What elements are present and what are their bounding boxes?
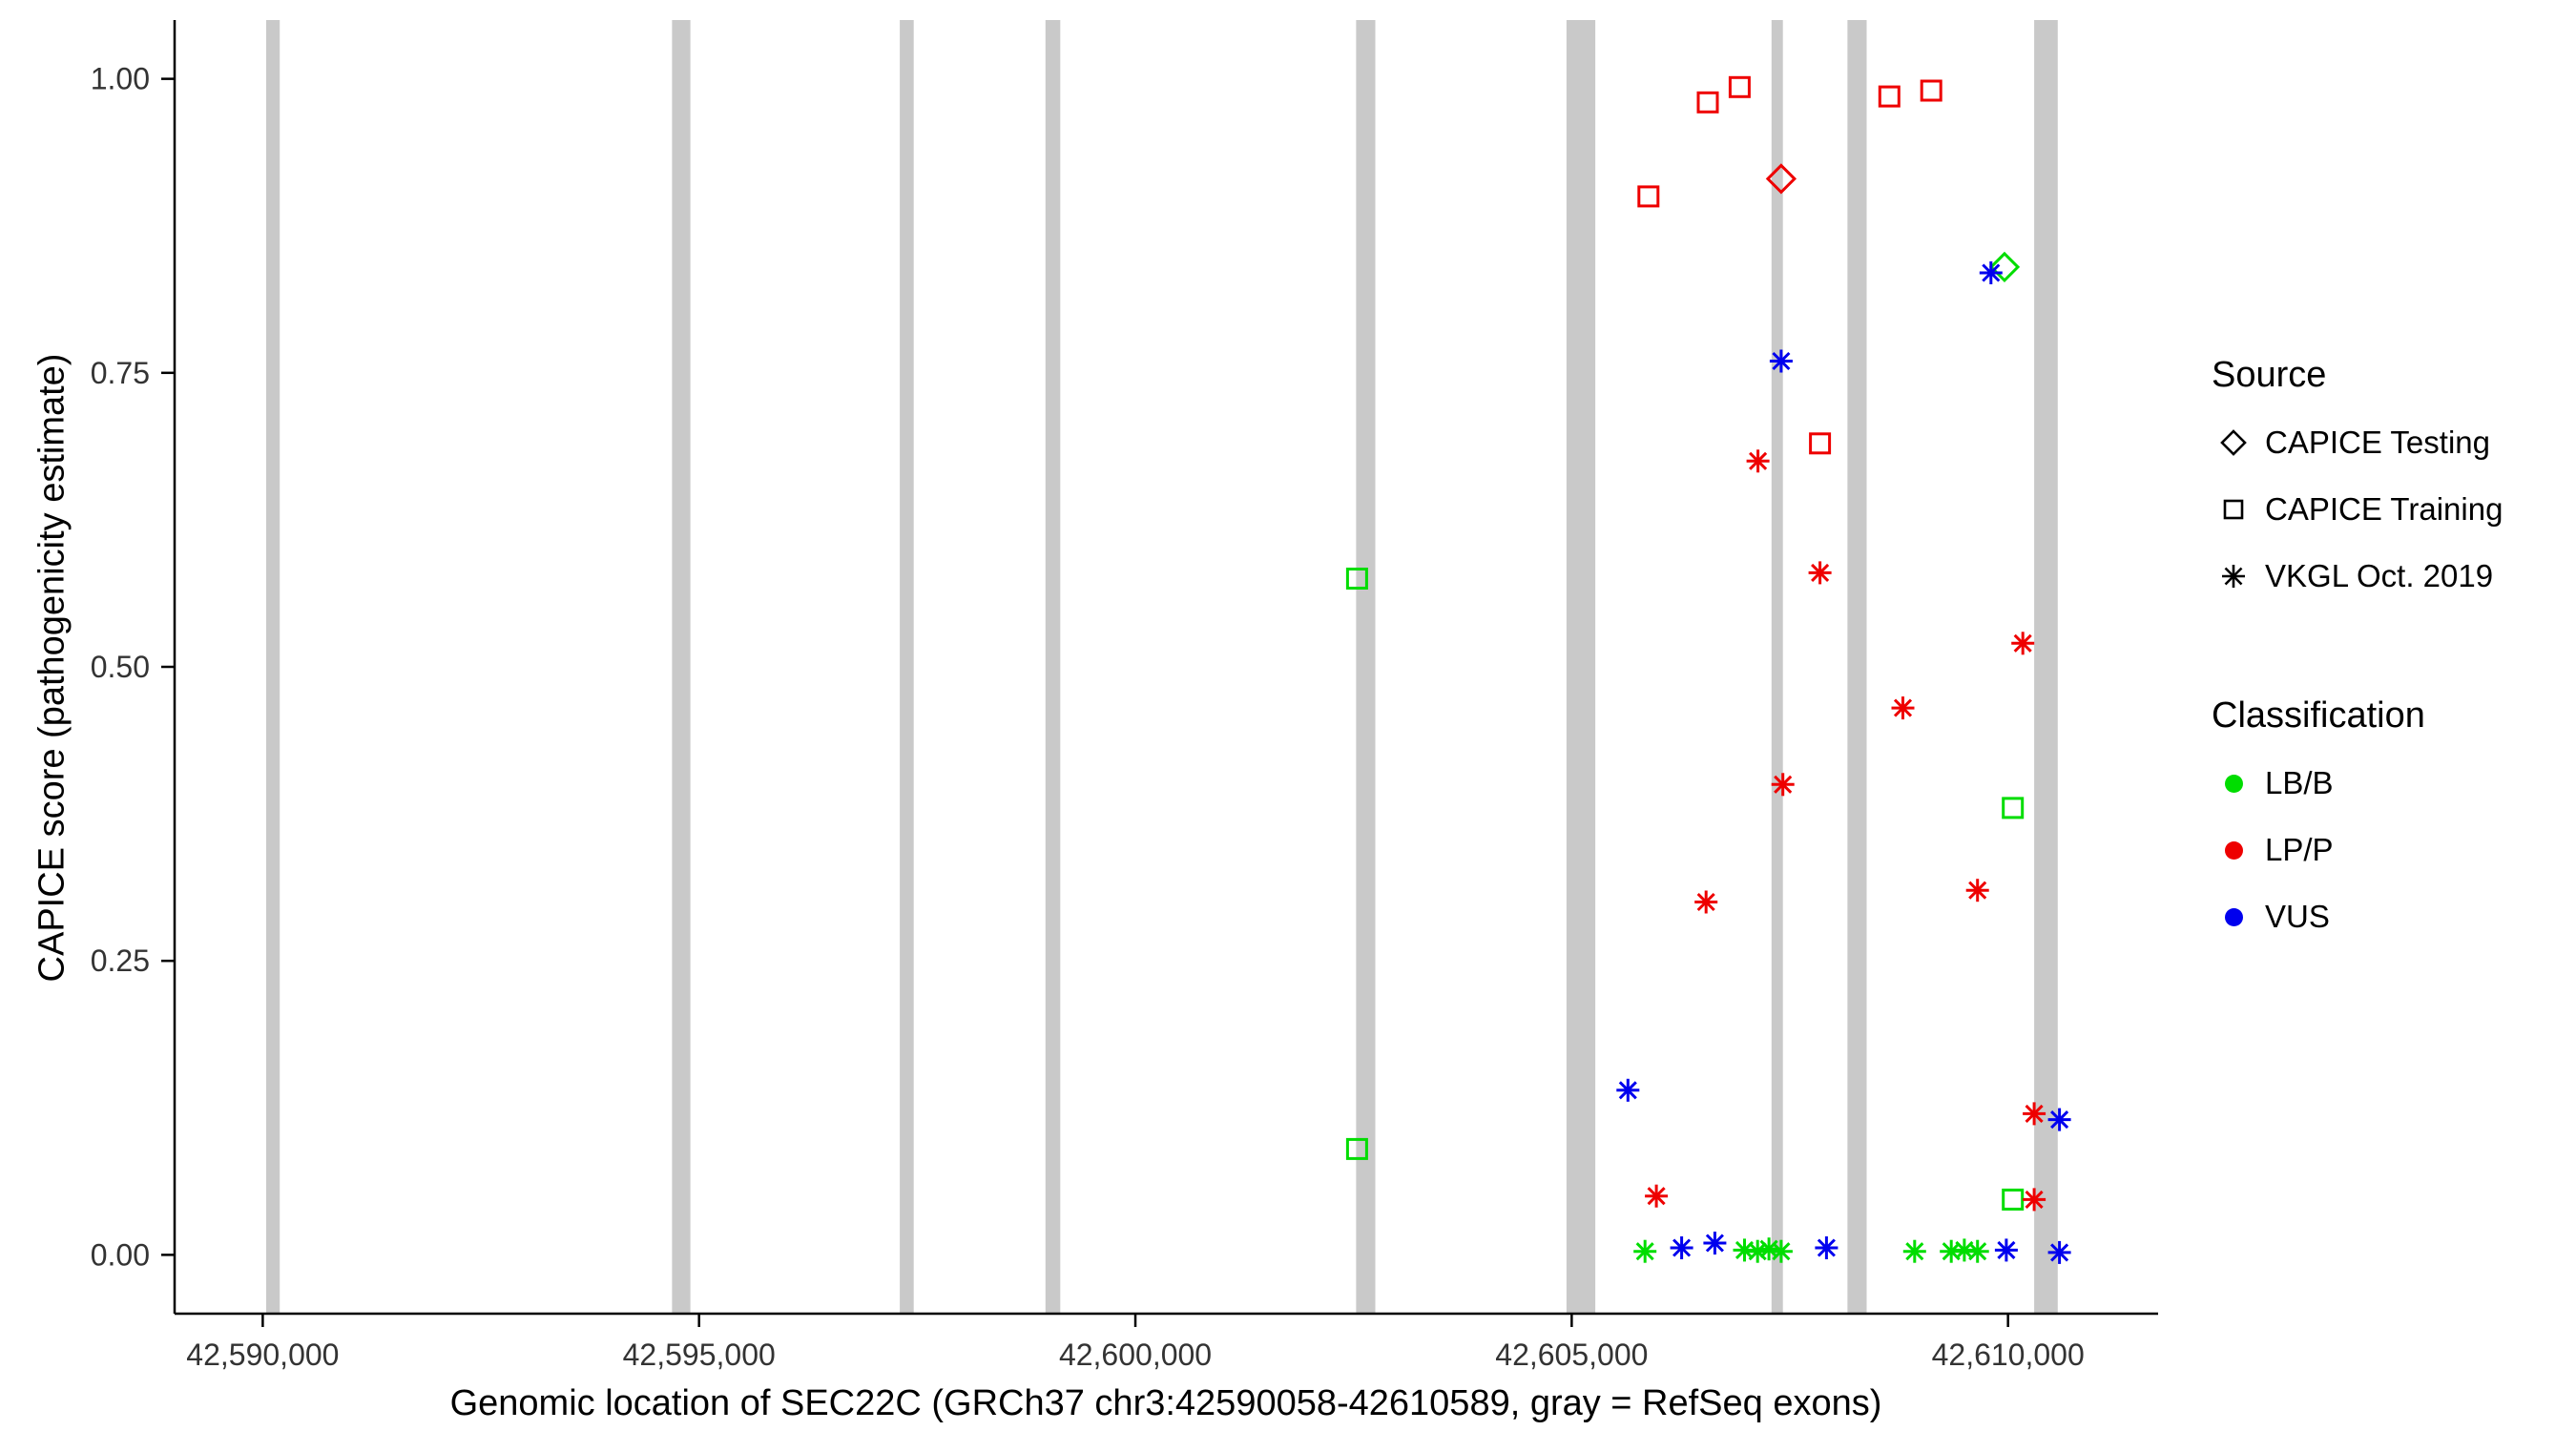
legend-item-vkgl: VKGL Oct. 2019 — [2212, 543, 2503, 610]
legend-item-lbb: LB/B — [2212, 750, 2503, 817]
legend-label: LB/B — [2265, 765, 2334, 800]
svg-text:0.50: 0.50 — [91, 650, 150, 684]
legend-source-title: Source — [2212, 355, 2327, 395]
svg-text:0.75: 0.75 — [91, 356, 150, 390]
legend-item-lpp: LP/P — [2212, 817, 2503, 883]
legend-item-vus: VUS — [2212, 883, 2503, 950]
legend-label: VKGL Oct. 2019 — [2265, 558, 2494, 593]
svg-text:0.00: 0.00 — [91, 1237, 150, 1272]
svg-text:1.00: 1.00 — [91, 62, 150, 96]
green-dot-icon — [2212, 761, 2255, 805]
asterisk-icon — [2212, 554, 2255, 598]
legend-label: CAPICE Training — [2265, 491, 2503, 527]
svg-text:0.25: 0.25 — [91, 944, 150, 978]
y-axis-title: CAPICE score (pathogenicity estimate) — [31, 353, 73, 983]
legend-label: CAPICE Testing — [2265, 425, 2490, 460]
legend-label: VUS — [2265, 899, 2330, 934]
svg-text:42,605,000: 42,605,000 — [1495, 1338, 1648, 1372]
legend-item-capice-training: CAPICE Training — [2212, 476, 2503, 543]
svg-text:42,610,000: 42,610,000 — [1932, 1338, 2085, 1372]
square-icon — [2212, 487, 2255, 531]
legend-item-capice-testing: CAPICE Testing — [2212, 409, 2503, 476]
svg-text:42,595,000: 42,595,000 — [623, 1338, 776, 1372]
red-dot-icon — [2212, 828, 2255, 872]
legend: Source CAPICE Testing CAPICE Training — [2212, 355, 2503, 950]
legend-label: LP/P — [2265, 832, 2334, 867]
diamond-icon — [2212, 421, 2255, 465]
svg-text:42,590,000: 42,590,000 — [186, 1338, 339, 1372]
legend-classification-title: Classification — [2212, 695, 2425, 736]
blue-dot-icon — [2212, 895, 2255, 939]
svg-text:42,600,000: 42,600,000 — [1059, 1338, 1212, 1372]
x-axis-title: Genomic location of SEC22C (GRCh37 chr3:… — [449, 1383, 1882, 1423]
